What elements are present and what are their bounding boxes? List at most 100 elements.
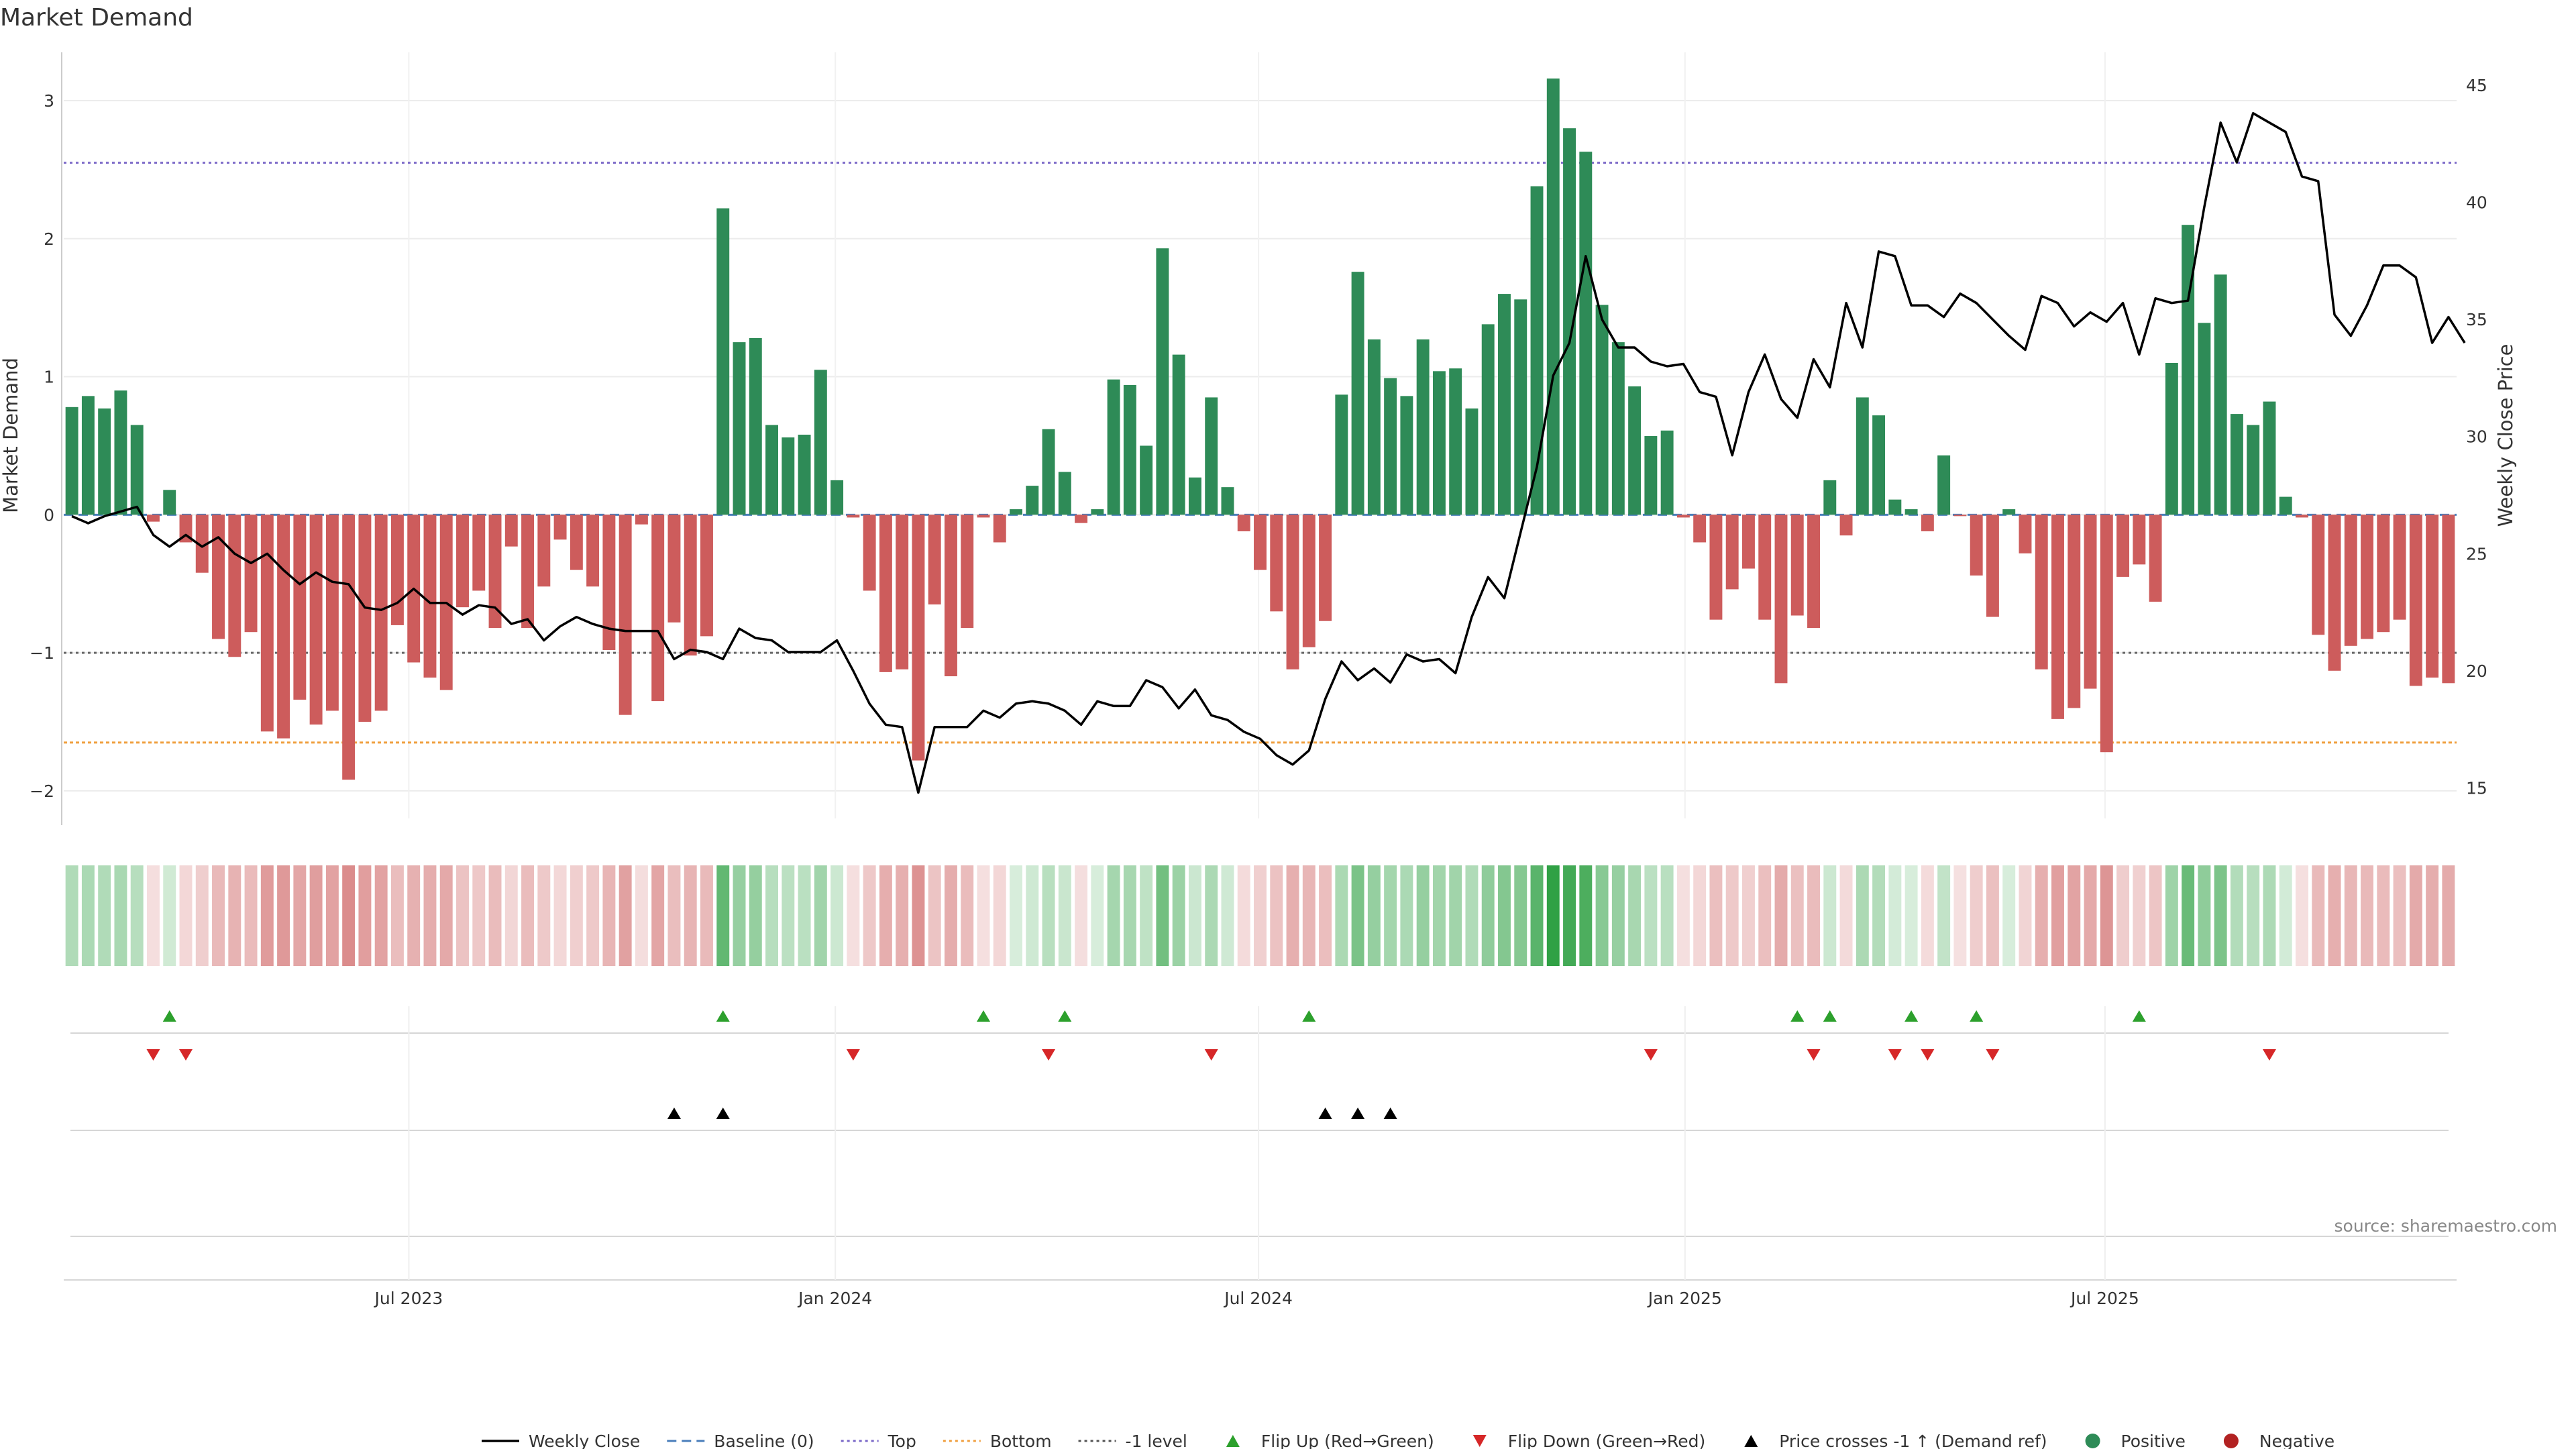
heat-cell xyxy=(749,865,762,966)
y2-tick-label: 25 xyxy=(2466,544,2487,564)
legend-item[interactable]: Baseline (0) xyxy=(667,1432,814,1449)
demand-bar xyxy=(765,425,779,515)
demand-bar xyxy=(293,515,307,700)
price-cross-marker xyxy=(716,1108,730,1119)
heat-cell xyxy=(2165,865,2178,966)
legend-item[interactable]: Positive xyxy=(2085,1432,2186,1449)
heat-cell xyxy=(244,865,258,966)
flip-down-marker xyxy=(1204,1049,1218,1061)
flip-down-marker xyxy=(2262,1049,2276,1061)
heat-cell xyxy=(2214,865,2227,966)
demand-bar xyxy=(2198,323,2211,515)
demand-bar xyxy=(1384,378,1397,515)
heat-cell xyxy=(2019,865,2032,966)
demand-bar xyxy=(1725,515,1739,590)
price-cross-marker xyxy=(667,1108,681,1119)
demand-bar xyxy=(1823,480,1837,515)
flip-up-marker xyxy=(1823,1010,1837,1022)
heat-cell xyxy=(2035,865,2048,966)
demand-heat-strip xyxy=(65,865,2455,966)
price-cross-marker xyxy=(1383,1108,1397,1119)
demand-bar xyxy=(733,342,746,515)
heat-cell xyxy=(65,865,78,966)
demand-bar xyxy=(1367,339,1381,515)
demand-bar xyxy=(2361,515,2374,639)
legend-item[interactable]: -1 level xyxy=(1078,1432,1187,1449)
x-tick-label: Jul 2024 xyxy=(1223,1289,1293,1308)
demand-bar xyxy=(1107,379,1120,515)
heat-cell xyxy=(1481,865,1495,966)
heat-cell xyxy=(830,865,844,966)
demand-bar xyxy=(2068,515,2081,708)
heat-cell xyxy=(2312,865,2325,966)
heat-cell xyxy=(553,865,567,966)
demand-bar xyxy=(1498,294,1511,515)
demand-bar xyxy=(228,515,241,657)
heat-cell xyxy=(1416,865,1430,966)
legend-item[interactable]: Negative xyxy=(2223,1432,2334,1449)
flip-up-marker xyxy=(1302,1010,1316,1022)
y-tick-label: 0 xyxy=(44,505,54,525)
heat-cell xyxy=(1075,865,1088,966)
flip-up-marker xyxy=(716,1010,730,1022)
demand-bar xyxy=(1254,515,1267,570)
heat-cell xyxy=(277,865,290,966)
demand-bar xyxy=(993,515,1006,543)
demand-bar xyxy=(814,370,827,515)
heat-cell xyxy=(1741,865,1755,966)
legend-item[interactable]: Flip Down (Green→Red) xyxy=(1472,1432,1706,1449)
heat-cell xyxy=(798,865,811,966)
demand-bar xyxy=(2426,515,2439,678)
flip-down-marker xyxy=(1921,1049,1935,1061)
demand-bar xyxy=(1465,408,1479,515)
heat-cell xyxy=(1156,865,1169,966)
legend-item[interactable]: Weekly Close xyxy=(482,1432,640,1449)
demand-bar xyxy=(1205,397,1218,515)
demand-bar xyxy=(488,515,502,629)
legend-item[interactable]: Price crosses -1 ↑ (Demand ref) xyxy=(1744,1432,2047,1449)
demand-bar xyxy=(1172,354,1185,515)
heat-cell xyxy=(1953,865,1967,966)
legend-item[interactable]: Top xyxy=(841,1432,916,1449)
flip-down-marker xyxy=(1042,1049,1056,1061)
demand-bar xyxy=(325,515,339,711)
legend[interactable]: Weekly Close Baseline (0) Top Bottom -1 leve… xyxy=(482,1432,2334,1449)
demand-bar xyxy=(1741,515,1755,569)
demand-bar xyxy=(700,515,713,637)
heat-cell xyxy=(1611,865,1625,966)
heat-cell xyxy=(651,865,665,966)
demand-bar xyxy=(1188,477,1201,515)
demand-bar xyxy=(309,515,323,725)
demand-bar xyxy=(2051,515,2064,719)
demand-bar xyxy=(1319,515,1332,621)
y2-axis-ticks: 15 20 25 30 35 40 45 xyxy=(2466,76,2487,798)
flip-down-marker xyxy=(178,1049,193,1061)
legend-item[interactable]: Bottom xyxy=(943,1432,1052,1449)
demand-bar xyxy=(81,396,95,515)
heat-cell xyxy=(814,865,827,966)
demand-bar xyxy=(472,515,486,591)
heat-cell xyxy=(1937,865,1951,966)
flip-down-marker xyxy=(1888,1049,1902,1061)
heat-cell xyxy=(456,865,469,966)
heat-cell xyxy=(504,865,518,966)
legend-circle-icon xyxy=(2223,1434,2239,1448)
demand-bar xyxy=(358,515,372,722)
demand-bar xyxy=(2328,515,2341,671)
legend-item[interactable]: Flip Up (Red→Green) xyxy=(1226,1432,1434,1449)
demand-bar xyxy=(1579,152,1593,515)
demand-bar xyxy=(98,408,111,515)
heat-cell xyxy=(163,865,176,966)
heat-cell xyxy=(928,865,941,966)
heat-cell xyxy=(2377,865,2390,966)
demand-bar xyxy=(1709,515,1723,620)
price-series xyxy=(71,112,2466,794)
heat-cell xyxy=(1856,865,1869,966)
demand-bar xyxy=(2019,515,2032,553)
heat-cell xyxy=(212,865,225,966)
y2-tick-label: 35 xyxy=(2466,310,2487,329)
legend-triangle-up-icon xyxy=(1226,1435,1240,1447)
demand-bar xyxy=(1075,515,1088,523)
heat-cell xyxy=(2182,865,2195,966)
demand-bar xyxy=(749,337,762,515)
